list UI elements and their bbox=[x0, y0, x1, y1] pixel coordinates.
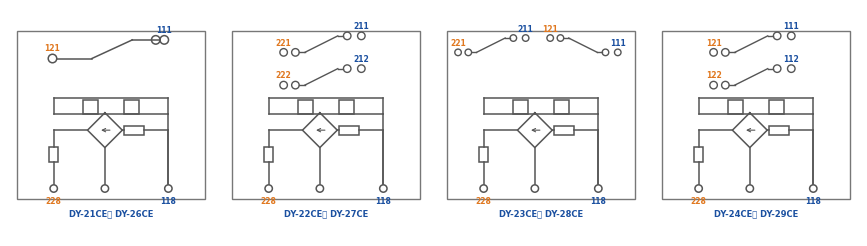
Text: 228: 228 bbox=[691, 197, 707, 206]
Text: 212: 212 bbox=[354, 55, 369, 64]
Bar bbox=[264, 147, 273, 162]
Text: 122: 122 bbox=[706, 71, 721, 80]
Bar bbox=[694, 147, 703, 162]
Text: DY-21CE， DY-26CE: DY-21CE， DY-26CE bbox=[68, 210, 153, 219]
Text: 228: 228 bbox=[261, 197, 277, 206]
Bar bbox=[727, 100, 743, 114]
Text: 228: 228 bbox=[476, 197, 492, 206]
Bar bbox=[339, 100, 354, 114]
Bar bbox=[49, 147, 58, 162]
Bar bbox=[513, 100, 528, 114]
Bar bbox=[298, 100, 313, 114]
Bar bbox=[231, 31, 420, 199]
Bar bbox=[662, 31, 851, 199]
Text: 228: 228 bbox=[46, 197, 62, 206]
Text: DY-24CE， DY-29CE: DY-24CE， DY-29CE bbox=[714, 210, 799, 219]
Text: 112: 112 bbox=[784, 55, 799, 64]
Bar bbox=[554, 125, 574, 135]
Bar bbox=[769, 125, 789, 135]
Text: 111: 111 bbox=[784, 22, 799, 31]
Text: DY-23CE， DY-28CE: DY-23CE， DY-28CE bbox=[499, 210, 583, 219]
Text: 211: 211 bbox=[518, 25, 533, 34]
Bar bbox=[339, 125, 359, 135]
Text: 121: 121 bbox=[706, 39, 721, 47]
Bar bbox=[83, 100, 98, 114]
Text: 221: 221 bbox=[276, 39, 291, 47]
Bar bbox=[769, 100, 784, 114]
Bar bbox=[124, 100, 140, 114]
Text: 211: 211 bbox=[354, 22, 369, 31]
Text: 118: 118 bbox=[160, 197, 176, 206]
Text: 118: 118 bbox=[805, 197, 821, 206]
Bar bbox=[479, 147, 488, 162]
Bar bbox=[124, 125, 144, 135]
Text: 222: 222 bbox=[276, 71, 291, 80]
Text: 221: 221 bbox=[450, 39, 466, 48]
Bar bbox=[447, 31, 636, 199]
Text: DY-22CE， DY-27CE: DY-22CE， DY-27CE bbox=[284, 210, 368, 219]
Text: 118: 118 bbox=[590, 197, 606, 206]
Text: 118: 118 bbox=[375, 197, 391, 206]
Text: 111: 111 bbox=[156, 26, 173, 35]
Text: 111: 111 bbox=[610, 39, 626, 48]
Bar bbox=[554, 100, 569, 114]
Text: 121: 121 bbox=[543, 25, 558, 34]
Text: 121: 121 bbox=[44, 44, 61, 53]
Bar bbox=[16, 31, 205, 199]
